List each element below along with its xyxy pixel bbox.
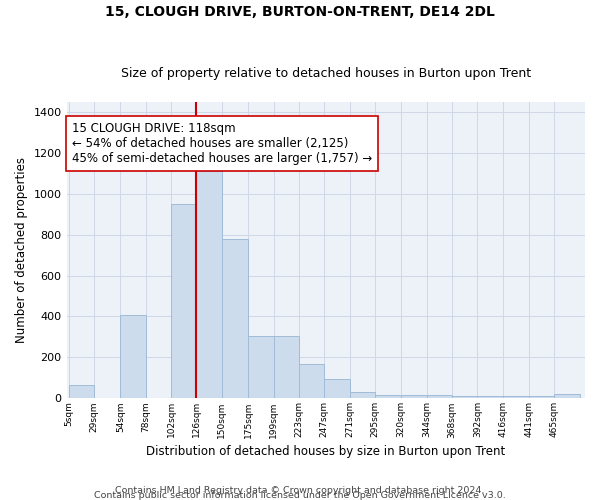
Bar	[171, 204, 196, 398]
X-axis label: Distribution of detached houses by size in Burton upon Trent: Distribution of detached houses by size …	[146, 444, 505, 458]
Bar	[350, 392, 375, 398]
Text: 15 CLOUGH DRIVE: 118sqm
← 54% of detached houses are smaller (2,125)
45% of semi: 15 CLOUGH DRIVE: 118sqm ← 54% of detache…	[72, 122, 372, 165]
Bar	[299, 364, 324, 398]
Text: Contains HM Land Registry data © Crown copyright and database right 2024.: Contains HM Land Registry data © Crown c…	[115, 486, 485, 495]
Bar	[477, 396, 503, 398]
Bar	[452, 396, 477, 398]
Bar	[324, 379, 350, 398]
Bar	[196, 171, 222, 398]
Bar	[274, 336, 299, 398]
Bar	[554, 394, 580, 398]
Y-axis label: Number of detached properties: Number of detached properties	[15, 157, 28, 343]
Bar	[222, 238, 248, 398]
Text: 15, CLOUGH DRIVE, BURTON-ON-TRENT, DE14 2DL: 15, CLOUGH DRIVE, BURTON-ON-TRENT, DE14 …	[105, 5, 495, 19]
Bar	[503, 396, 529, 398]
Bar	[401, 396, 427, 398]
Text: Contains public sector information licensed under the Open Government Licence v3: Contains public sector information licen…	[94, 490, 506, 500]
Bar	[121, 316, 146, 398]
Bar	[68, 385, 94, 398]
Bar	[248, 336, 274, 398]
Bar	[375, 396, 401, 398]
Title: Size of property relative to detached houses in Burton upon Trent: Size of property relative to detached ho…	[121, 66, 531, 80]
Bar	[529, 396, 554, 398]
Bar	[427, 396, 452, 398]
